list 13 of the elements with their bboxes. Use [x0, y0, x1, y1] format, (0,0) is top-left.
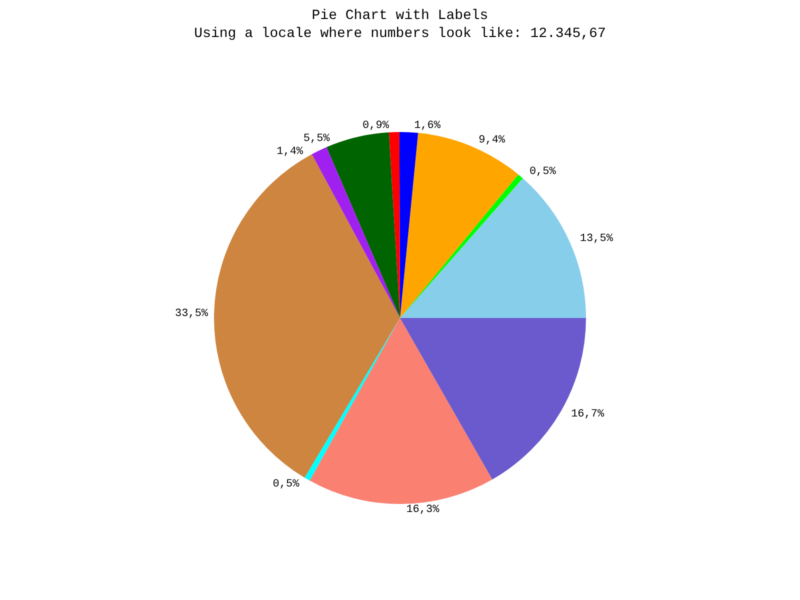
data-label: 33,5% — [175, 308, 208, 320]
data-label: 1,6% — [414, 120, 441, 132]
data-label: 1,4% — [276, 146, 304, 158]
data-label: 9,4% — [478, 134, 506, 147]
chart-subtitle: Using a locale where numbers look like: 12.345,67 — [194, 26, 606, 42]
data-label: 0,9% — [362, 120, 390, 132]
data-label: 5,5% — [303, 133, 330, 146]
data-label: 16,3% — [406, 504, 440, 516]
data-label: 13,5% — [580, 232, 614, 245]
chart-title: Pie Chart with Labels — [312, 8, 488, 24]
data-label: 16,7% — [571, 408, 604, 420]
data-label: 0,5% — [529, 166, 556, 178]
data-label: 0,5% — [272, 478, 300, 490]
